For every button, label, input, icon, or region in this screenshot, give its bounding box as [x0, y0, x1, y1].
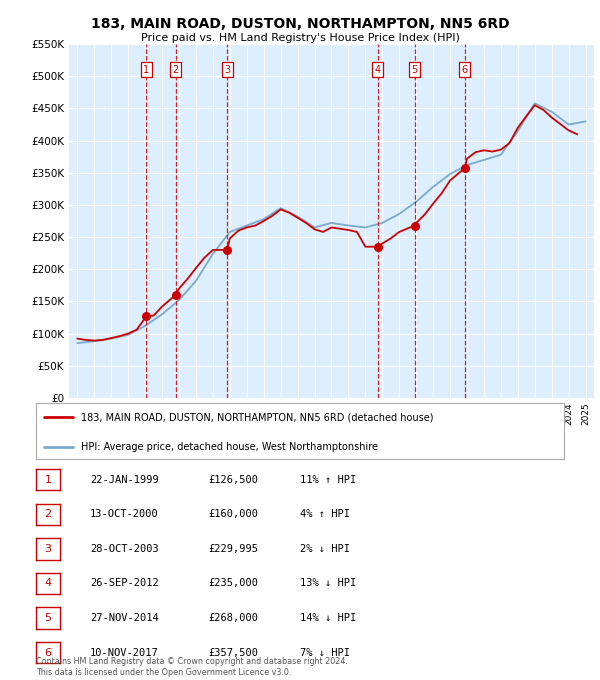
Text: 28-OCT-2003: 28-OCT-2003: [90, 544, 159, 554]
Text: 13% ↓ HPI: 13% ↓ HPI: [300, 579, 356, 588]
Text: 27-NOV-2014: 27-NOV-2014: [90, 613, 159, 623]
Text: 10-NOV-2017: 10-NOV-2017: [90, 647, 159, 658]
Text: 183, MAIN ROAD, DUSTON, NORTHAMPTON, NN5 6RD (detached house): 183, MAIN ROAD, DUSTON, NORTHAMPTON, NN5…: [81, 412, 433, 422]
Text: 26-SEP-2012: 26-SEP-2012: [90, 579, 159, 588]
Text: £235,000: £235,000: [208, 579, 258, 588]
Text: 6: 6: [44, 647, 52, 658]
Text: 4: 4: [375, 65, 381, 75]
Text: 14% ↓ HPI: 14% ↓ HPI: [300, 613, 356, 623]
Text: 7% ↓ HPI: 7% ↓ HPI: [300, 647, 350, 658]
Text: 3: 3: [44, 544, 52, 554]
Text: £160,000: £160,000: [208, 509, 258, 520]
Text: 6: 6: [462, 65, 468, 75]
Text: 2: 2: [172, 65, 179, 75]
Text: £357,500: £357,500: [208, 647, 258, 658]
Text: 2% ↓ HPI: 2% ↓ HPI: [300, 544, 350, 554]
Text: 22-JAN-1999: 22-JAN-1999: [90, 475, 159, 485]
Text: £229,995: £229,995: [208, 544, 258, 554]
Text: 4: 4: [44, 579, 52, 588]
Text: HPI: Average price, detached house, West Northamptonshire: HPI: Average price, detached house, West…: [81, 441, 378, 452]
Text: 13-OCT-2000: 13-OCT-2000: [90, 509, 159, 520]
Text: Contains HM Land Registry data © Crown copyright and database right 2024.
This d: Contains HM Land Registry data © Crown c…: [36, 657, 348, 677]
Text: 183, MAIN ROAD, DUSTON, NORTHAMPTON, NN5 6RD: 183, MAIN ROAD, DUSTON, NORTHAMPTON, NN5…: [91, 17, 509, 31]
Text: £126,500: £126,500: [208, 475, 258, 485]
Text: 4% ↑ HPI: 4% ↑ HPI: [300, 509, 350, 520]
Text: 2: 2: [44, 509, 52, 520]
Text: 3: 3: [224, 65, 230, 75]
Text: 5: 5: [412, 65, 418, 75]
Text: 11% ↑ HPI: 11% ↑ HPI: [300, 475, 356, 485]
Text: 5: 5: [44, 613, 52, 623]
Text: Price paid vs. HM Land Registry's House Price Index (HPI): Price paid vs. HM Land Registry's House …: [140, 33, 460, 43]
Text: 1: 1: [143, 65, 149, 75]
Text: £268,000: £268,000: [208, 613, 258, 623]
Text: 1: 1: [44, 475, 52, 485]
